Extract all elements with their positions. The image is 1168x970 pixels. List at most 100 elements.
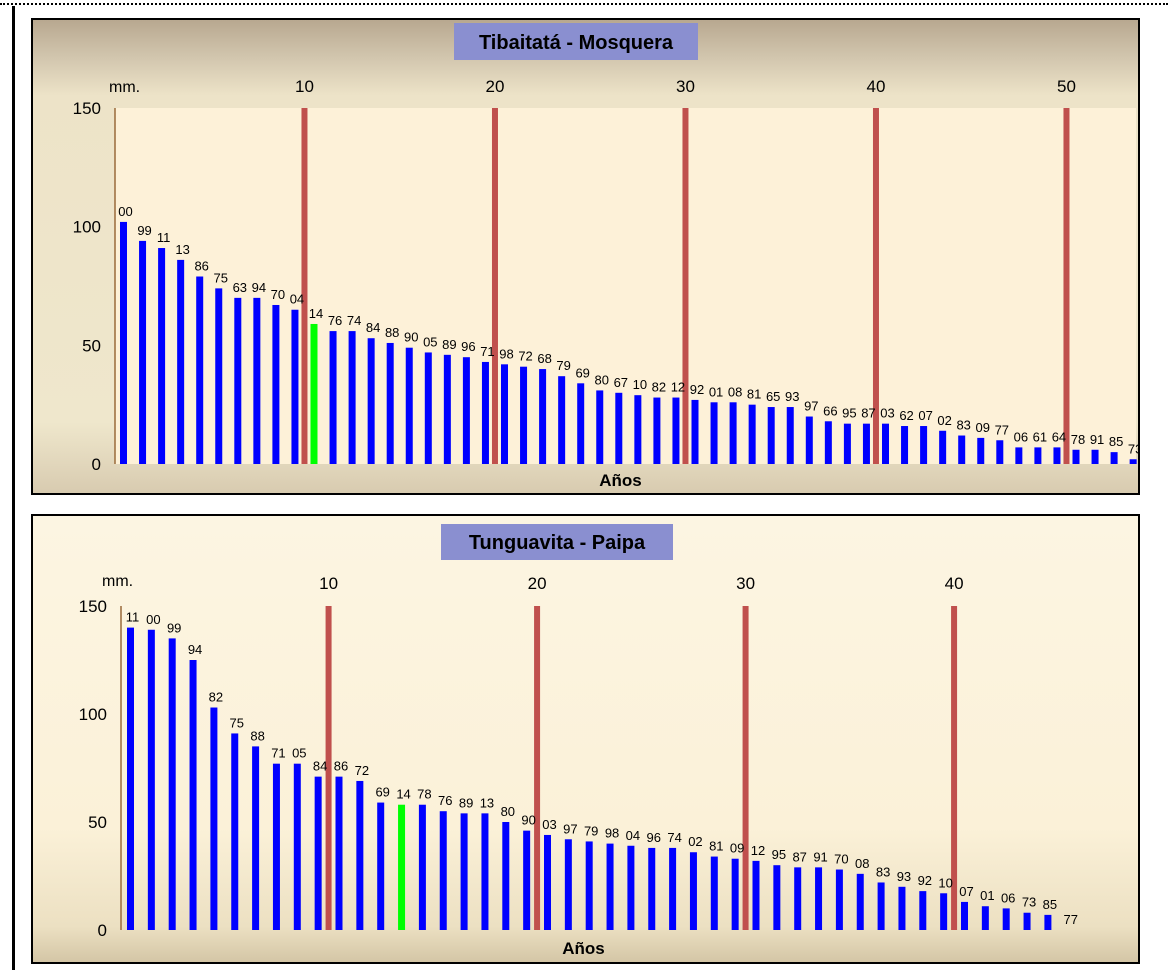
bar bbox=[1129, 459, 1137, 464]
bar bbox=[329, 331, 337, 464]
bar bbox=[689, 852, 697, 930]
bar-data-label: 69 bbox=[375, 785, 389, 800]
bar bbox=[748, 404, 756, 464]
y-tick-label: 0 bbox=[98, 921, 107, 940]
chart-tunguavita-paipa: Tunguavita - Paipamm.0501001501020304050… bbox=[31, 514, 1140, 964]
bar-data-label: 99 bbox=[137, 223, 151, 238]
bar bbox=[501, 364, 508, 464]
top-tick-label: 50 bbox=[1057, 77, 1076, 96]
bar-data-label: 98 bbox=[499, 346, 513, 361]
chart-title-box bbox=[441, 524, 673, 560]
chart-tibaitata-mosquera: Tibaitatá - Mosquera mm. 0 50 100 150 10 20 30 40… bbox=[31, 18, 1140, 495]
bar bbox=[669, 847, 677, 930]
bar-data-label: 06 bbox=[1001, 890, 1015, 905]
bar-data-label: 14 bbox=[309, 306, 323, 321]
bar bbox=[127, 627, 134, 930]
bar-data-label: 87 bbox=[861, 406, 875, 421]
bar bbox=[462, 357, 470, 464]
bar bbox=[1023, 912, 1031, 930]
bar bbox=[596, 390, 604, 464]
bar bbox=[177, 259, 185, 464]
bar bbox=[606, 843, 614, 930]
bar bbox=[544, 834, 551, 930]
bar bbox=[648, 847, 656, 930]
bar bbox=[158, 248, 166, 464]
top-tick-label: 40 bbox=[867, 77, 886, 96]
bar bbox=[367, 338, 375, 464]
bar-data-label: 93 bbox=[897, 869, 911, 884]
bar bbox=[293, 763, 301, 930]
bar bbox=[439, 811, 447, 930]
bar-data-label: 80 bbox=[595, 372, 609, 387]
bar bbox=[272, 763, 280, 930]
bar-data-label: 72 bbox=[518, 349, 532, 364]
bar-data-label: 07 bbox=[918, 408, 932, 423]
bar-data-label: 00 bbox=[146, 612, 160, 627]
bar-data-label: 83 bbox=[876, 864, 890, 879]
top-tick-label: 10 bbox=[319, 574, 338, 593]
bar bbox=[424, 352, 432, 464]
x-axis-label: Años bbox=[599, 471, 642, 490]
bar bbox=[460, 813, 468, 930]
bar bbox=[898, 886, 906, 930]
bar bbox=[120, 221, 127, 464]
bar-data-label: 11 bbox=[126, 610, 140, 625]
bar bbox=[523, 830, 531, 930]
bar-data-label: 83 bbox=[956, 418, 970, 433]
bar-data-label: 75 bbox=[230, 715, 244, 730]
bar-data-label: 81 bbox=[747, 387, 761, 402]
y-tick-label: 150 bbox=[73, 99, 101, 118]
x-axis-label: Años bbox=[562, 939, 605, 958]
bar-data-label: 03 bbox=[542, 817, 556, 832]
bar bbox=[539, 369, 547, 464]
bar bbox=[919, 891, 927, 930]
bar-data-label: 11 bbox=[157, 230, 171, 245]
bar-data-label: 90 bbox=[404, 330, 418, 345]
bar bbox=[815, 867, 823, 930]
bar bbox=[520, 366, 528, 464]
bar bbox=[231, 733, 239, 930]
bar-data-label: 09 bbox=[730, 841, 744, 856]
bar bbox=[901, 426, 909, 464]
bar-data-label: 84 bbox=[366, 320, 380, 335]
bar-data-label: 84 bbox=[313, 759, 327, 774]
bar-data-label: 90 bbox=[521, 813, 535, 828]
bar-data-label: 10 bbox=[633, 377, 647, 392]
bar-data-label: 00 bbox=[118, 204, 132, 219]
bar-data-label: 86 bbox=[334, 759, 348, 774]
bar bbox=[862, 423, 870, 464]
bar-data-label: 85 bbox=[1043, 897, 1057, 912]
bar bbox=[856, 873, 864, 930]
bar-data-label: 05 bbox=[292, 746, 306, 761]
bar bbox=[398, 804, 406, 930]
reference-line bbox=[301, 108, 308, 464]
reference-line bbox=[742, 606, 749, 930]
bar bbox=[1002, 908, 1010, 930]
bar-data-label: 92 bbox=[690, 382, 704, 397]
bar bbox=[335, 776, 343, 930]
bar-data-label: 98 bbox=[605, 826, 619, 841]
bar bbox=[981, 906, 989, 930]
y-tick-label: 150 bbox=[79, 597, 107, 616]
bar bbox=[314, 776, 322, 930]
bar-data-label: 86 bbox=[194, 259, 208, 274]
bar bbox=[481, 813, 489, 930]
bar-data-label: 08 bbox=[728, 384, 742, 399]
bar-data-label: 04 bbox=[626, 828, 640, 843]
bar bbox=[443, 354, 451, 464]
bar-data-label: 03 bbox=[880, 406, 894, 421]
bar-data-label: 75 bbox=[214, 270, 228, 285]
y-axis-unit-label: mm. bbox=[102, 573, 133, 590]
bar-data-label: 77 bbox=[995, 422, 1009, 437]
bar-data-label: 96 bbox=[647, 830, 661, 845]
bar-data-label: 68 bbox=[537, 351, 551, 366]
y-tick-label: 100 bbox=[73, 218, 101, 237]
bar bbox=[691, 399, 699, 464]
bar bbox=[253, 297, 261, 464]
bar-data-label: 61 bbox=[1033, 429, 1047, 444]
bar-data-label: 66 bbox=[823, 403, 837, 418]
bar bbox=[767, 407, 775, 464]
bar-data-label: 71 bbox=[271, 746, 285, 761]
bar bbox=[653, 397, 661, 464]
bar-data-label: 14 bbox=[396, 787, 410, 802]
